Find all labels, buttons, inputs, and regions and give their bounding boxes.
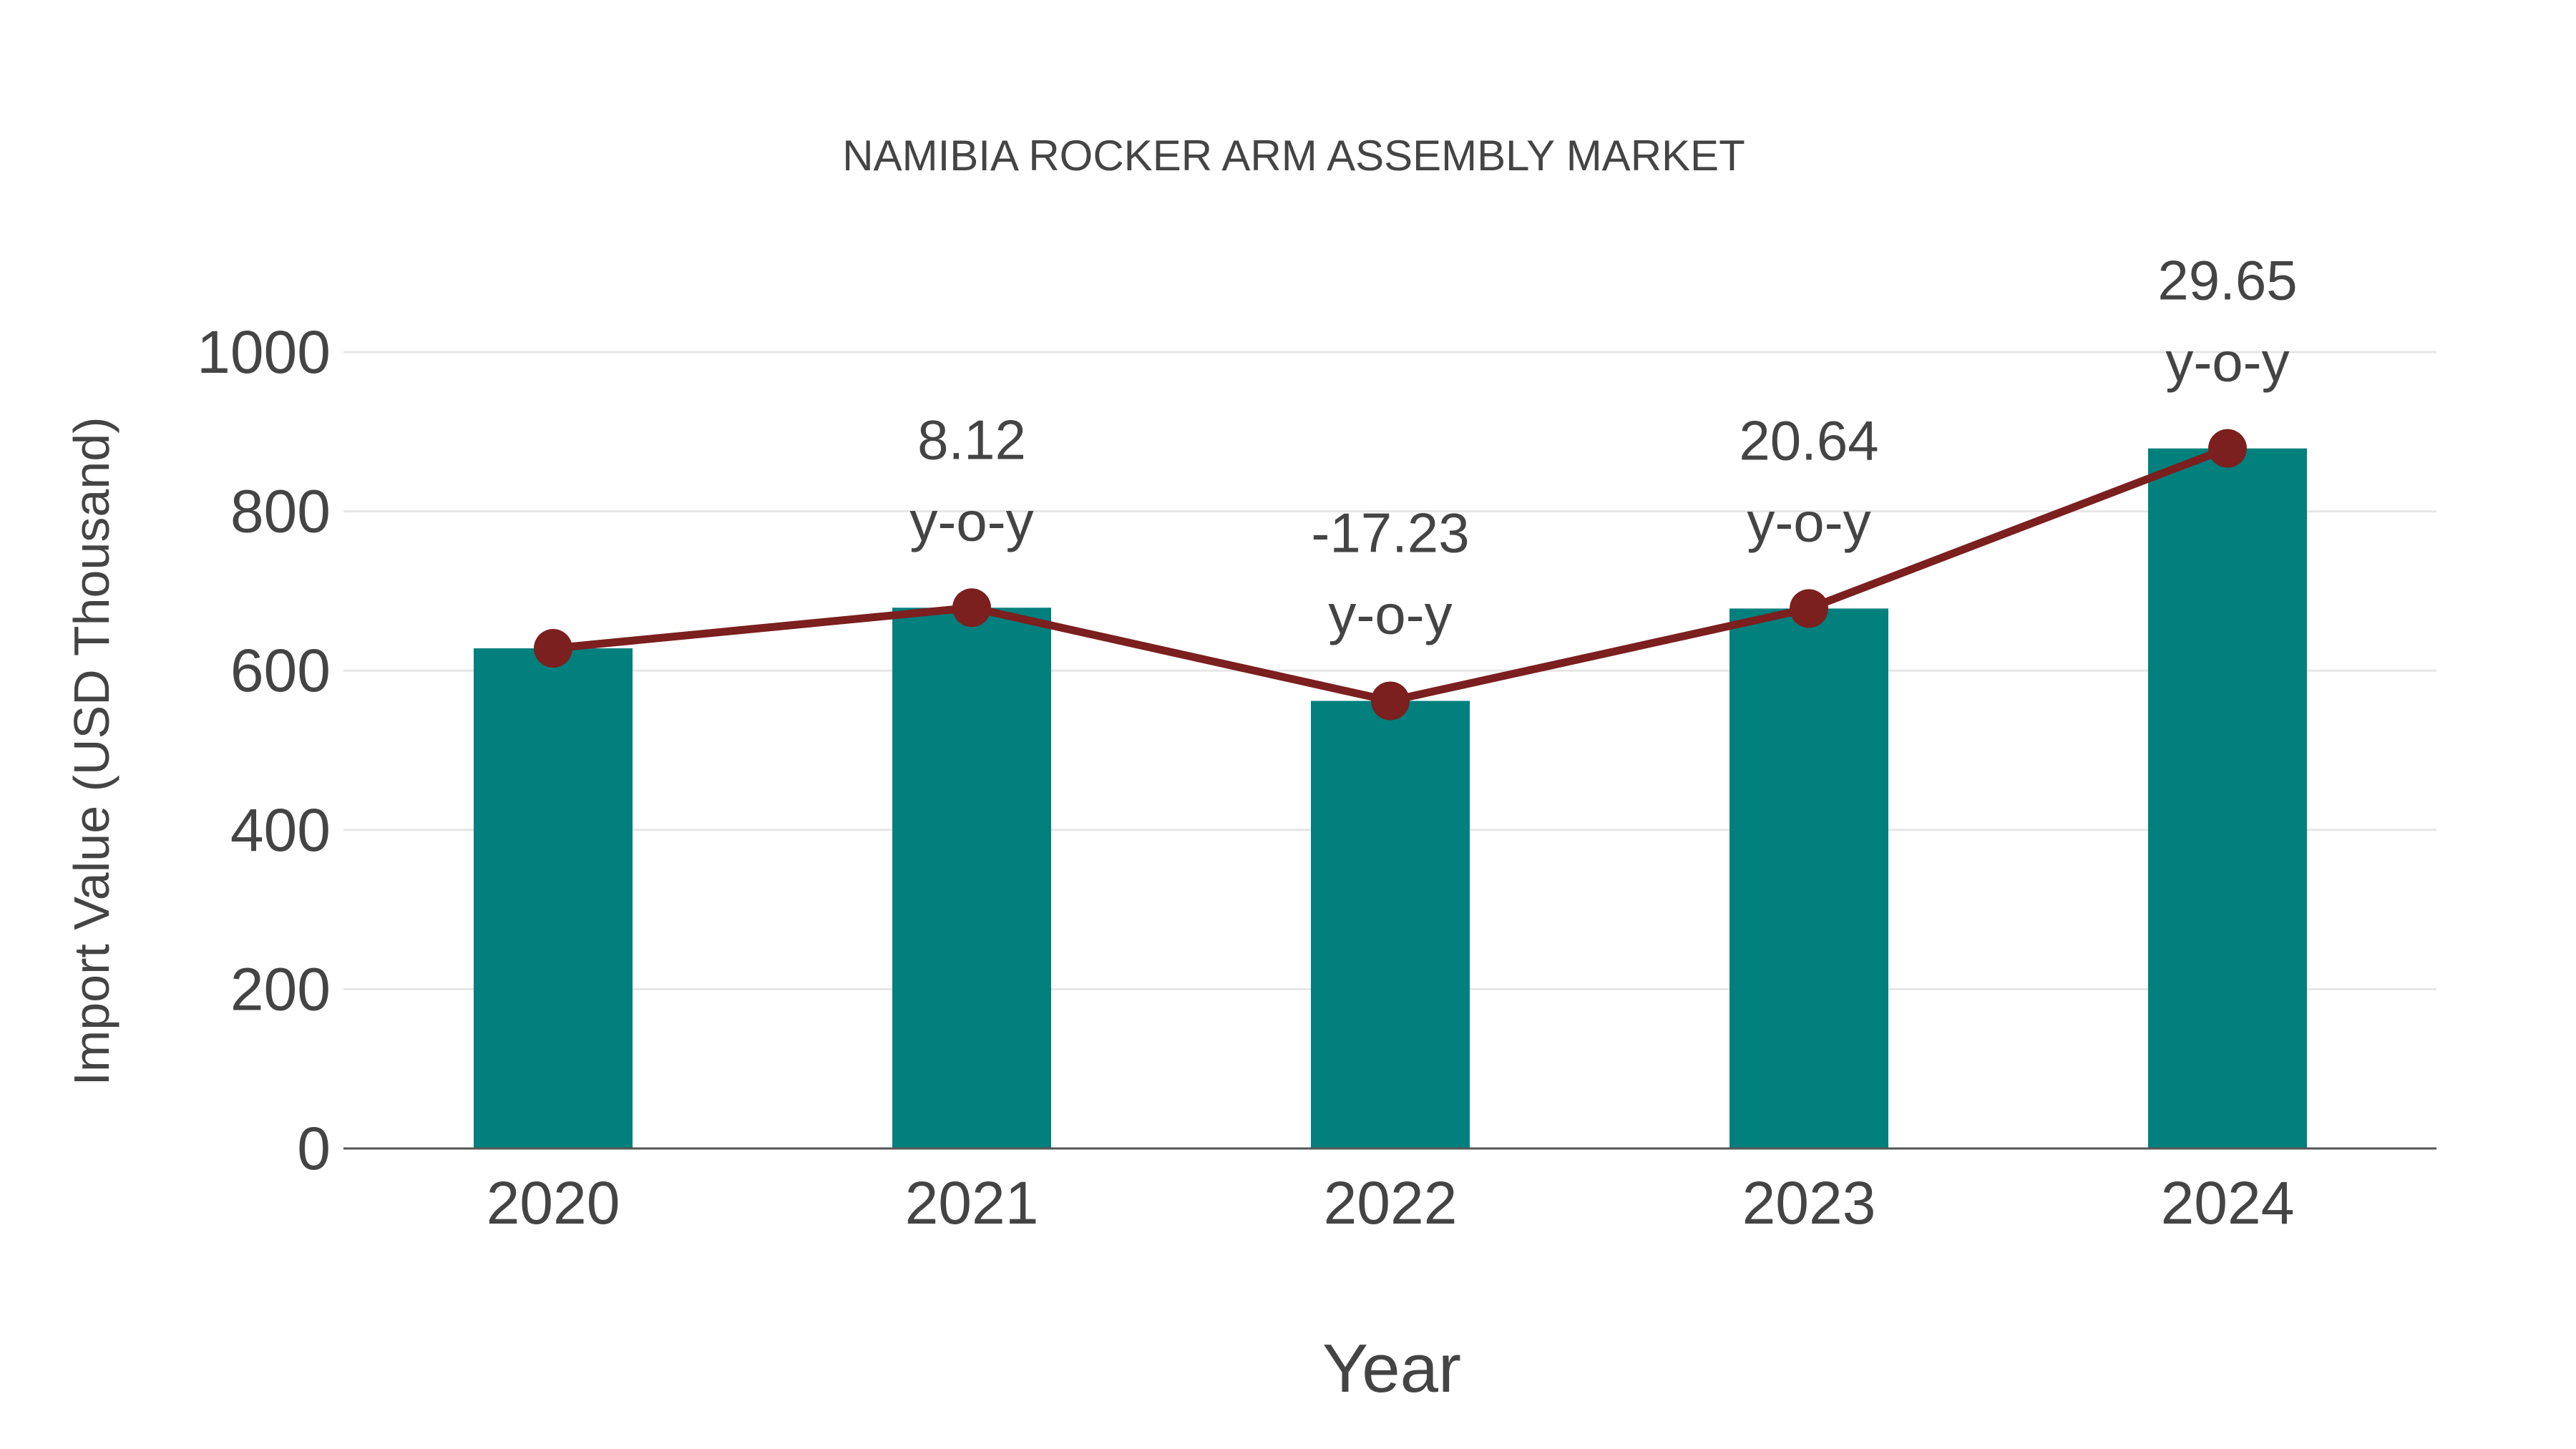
yoy-suffix: y-o-y [1328, 582, 1452, 645]
yoy-suffix: y-o-y [1747, 490, 1870, 553]
x-axis-title: Year [1322, 1330, 1461, 1407]
bar-series [474, 448, 2307, 1148]
yoy-suffix: y-o-y [2165, 331, 2289, 394]
y-tick-label: 600 [230, 637, 331, 704]
trend-marker [1371, 681, 1410, 721]
yoy-value: 29.65 [2157, 249, 2297, 312]
yoy-value: -17.23 [1311, 501, 1469, 564]
y-axis-title: Import Value (USD Thousand) [64, 416, 119, 1085]
yoy-suffix: y-o-y [909, 489, 1033, 552]
bar-2020 [474, 648, 633, 1148]
x-axis-ticks: 2020 2021 2022 2023 2024 [487, 1169, 2295, 1236]
yoy-annotations: y-o-y 8.12 y-o-y -17.23 y-o-y 20.64 y-o-y 29.65 [909, 249, 2297, 646]
trend-line [552, 444, 2229, 705]
y-tick-label: 200 [230, 955, 331, 1023]
yoy-value: 20.64 [1739, 409, 1878, 472]
y-tick-label: 800 [230, 478, 331, 545]
gridlines [343, 351, 2436, 990]
bar-2023 [1729, 608, 1888, 1148]
x-tick-label: 2020 [487, 1169, 620, 1236]
bar-2021 [892, 608, 1051, 1148]
y-tick-label: 400 [230, 796, 331, 864]
trend-marker [1790, 589, 1828, 628]
x-tick-label: 2021 [905, 1169, 1039, 1236]
x-tick-label: 2023 [1742, 1169, 1876, 1236]
chart-title: NAMIBIA ROCKER ARM ASSEMBLY MARKET [842, 132, 1745, 180]
trend-marker [952, 588, 991, 628]
trend-marker [2208, 429, 2247, 468]
bar-2022 [1311, 701, 1470, 1148]
yoy-value: 8.12 [917, 408, 1026, 471]
bar-2024 [2148, 448, 2307, 1148]
y-axis-ticks: 0 200 400 600 800 1000 [197, 318, 331, 1182]
trend-marker [534, 629, 572, 668]
y-tick-label: 0 [297, 1115, 331, 1182]
x-tick-label: 2022 [1324, 1169, 1458, 1236]
y-tick-label: 1000 [197, 318, 331, 386]
trend-line-series [534, 429, 2247, 721]
x-tick-label: 2024 [2161, 1169, 2295, 1236]
